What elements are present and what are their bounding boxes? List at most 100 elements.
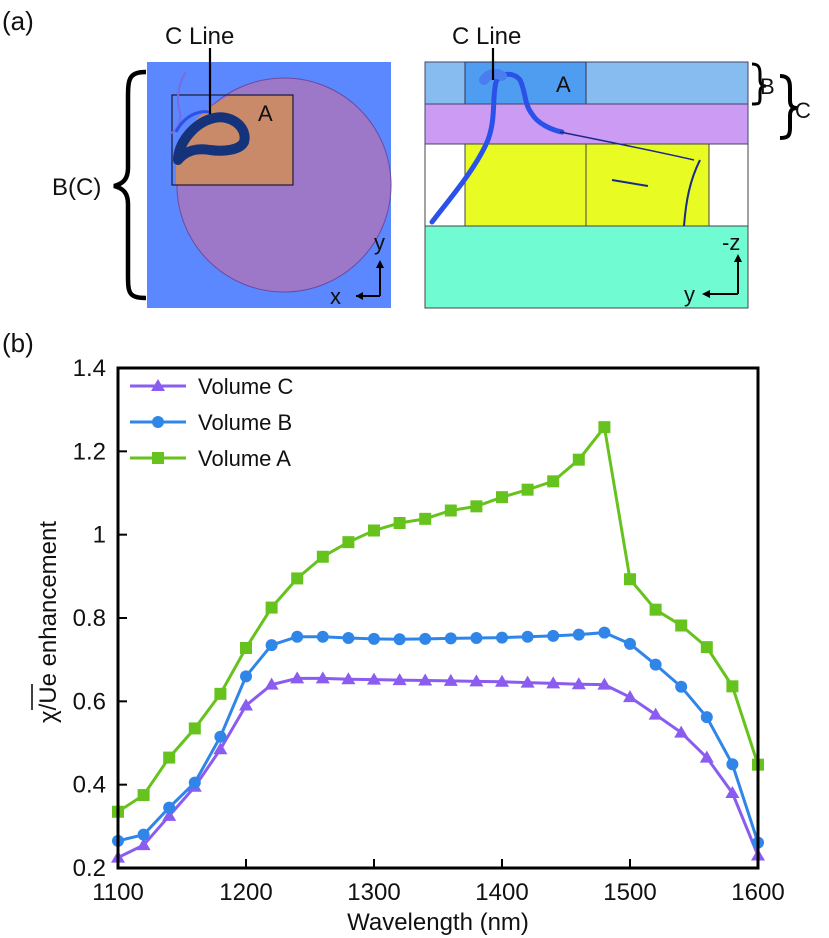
c-line-inner (174, 110, 211, 133)
data-point-volume-b (496, 631, 508, 644)
c-line-loop (173, 112, 250, 165)
legend-marker (152, 416, 164, 428)
legend-item: Volume A (130, 446, 291, 471)
x-tick-label: 1400 (475, 879, 528, 906)
data-point-volume-c (213, 742, 228, 755)
data-point-volume-c (571, 677, 586, 690)
y-axis-title: χ/Ue enhancement (35, 521, 62, 723)
data-point-volume-a (700, 641, 713, 654)
data-point-volume-c (546, 676, 561, 689)
data-point-volume-c (597, 677, 612, 690)
data-point-volume-c (469, 674, 484, 687)
data-point-volume-a (291, 572, 304, 585)
data-point-volume-a (342, 536, 355, 549)
y-tick-label: 0.8 (73, 605, 106, 632)
series-volume-a (112, 421, 764, 818)
h-arrow-head (702, 290, 710, 298)
y-tick-label: 1 (93, 522, 106, 549)
y-tick-label: 1.4 (73, 355, 106, 382)
panel-a-left-schematic: C Line A B(C) x y (52, 23, 392, 309)
axis-v-label: -z (722, 230, 740, 255)
data-point-volume-a (444, 504, 457, 517)
data-point-volume-b (675, 680, 688, 693)
data-point-volume-c (341, 672, 356, 685)
data-point-volume-b (291, 630, 304, 643)
data-point-volume-a (163, 751, 176, 764)
data-point-volume-a (572, 453, 585, 466)
data-point-volume-c (315, 671, 330, 684)
y-tick-label: 0.2 (73, 855, 106, 882)
v-arrow-head (734, 254, 742, 262)
brace-b (751, 62, 767, 106)
c-line-fragments (611, 159, 701, 227)
data-point-volume-b (624, 637, 636, 650)
data-point-volume-a (547, 475, 560, 488)
data-point-volume-b (521, 630, 534, 643)
data-point-volume-b (188, 776, 201, 789)
data-point-volume-b (572, 628, 585, 641)
region-a-outline (171, 94, 294, 186)
legend-item: Volume B (130, 410, 292, 435)
y-tick-label: 0.6 (73, 688, 106, 715)
data-point-volume-a (419, 512, 432, 525)
x-tick-label: 1600 (731, 879, 784, 906)
x-axis-title: Wavelength (nm) (347, 909, 529, 936)
axis-ticks: 1100 1200 1300 1400 1500 1600 0.2 0.4 0.6 0.8 1 1.2… (73, 355, 785, 906)
data-point-volume-a (598, 421, 611, 434)
data-point-volume-a (316, 550, 329, 563)
data-point-volume-a (675, 619, 688, 632)
data-point-volume-b (598, 626, 611, 639)
data-point-volume-c (495, 674, 509, 687)
x-tick-label: 1100 (92, 879, 144, 906)
data-point-volume-c (648, 707, 663, 720)
brace-bc-label: B(C) (52, 174, 101, 201)
x-tick-label: 1200 (219, 879, 272, 906)
brace-c (779, 74, 799, 140)
axis-x-label: x (330, 284, 341, 309)
data-point-volume-c (264, 677, 279, 690)
data-point-volume-c (239, 698, 253, 711)
brace-c-label: C (795, 98, 811, 123)
y-tick-label: 0.4 (73, 772, 106, 799)
data-point-volume-a (368, 524, 380, 537)
brace-bc (113, 69, 147, 301)
data-point-volume-a (265, 601, 278, 614)
data-point-volume-c (623, 690, 637, 703)
legend-marker (152, 452, 164, 464)
data-point-volume-c (392, 673, 407, 686)
c-line-callout-left: C Line (165, 23, 234, 50)
panel-a-label: (a) (2, 6, 34, 36)
data-point-volume-b (368, 632, 380, 645)
data-point-volume-c (725, 786, 740, 798)
data-point-volume-c (418, 673, 433, 686)
region-a-label-right: A (556, 72, 571, 97)
panel-a-right-schematic: C Line A B C y -z (424, 23, 811, 309)
data-point-volume-b (444, 632, 457, 645)
data-point-volume-a (521, 483, 534, 496)
data-point-volume-c (520, 675, 535, 688)
data-point-volume-c (674, 725, 689, 738)
data-point-volume-a (214, 687, 227, 700)
data-point-volume-c (162, 808, 177, 821)
data-point-volume-b (342, 632, 355, 644)
data-point-volume-b (265, 639, 278, 652)
data-point-volume-c (367, 672, 381, 685)
teal-substrate (424, 225, 749, 309)
series-volume-c (111, 671, 765, 863)
data-point-volume-b (726, 758, 739, 771)
data-point-volume-a (470, 500, 483, 513)
brace-b-label: B (760, 74, 775, 99)
data-point-volume-b (137, 828, 150, 841)
layer-c (424, 103, 749, 145)
x-tick-label: 1300 (347, 879, 400, 906)
data-point-volume-c (443, 673, 458, 686)
c-line-callout-right: C Line (452, 23, 521, 50)
panel-b-label: (b) (2, 328, 34, 358)
data-point-volume-a (726, 680, 739, 693)
data-point-volume-a (240, 642, 252, 654)
axis-y-label: y (374, 230, 385, 255)
series-layer (111, 421, 765, 863)
legend-label: Volume A (198, 446, 291, 471)
legend: Volume C Volume B Volume A (130, 374, 293, 471)
